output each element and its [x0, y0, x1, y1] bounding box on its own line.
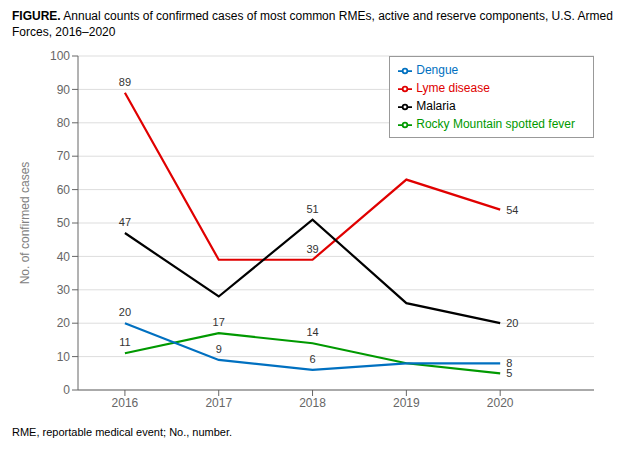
svg-text:100: 100 — [50, 49, 70, 63]
svg-text:90: 90 — [57, 83, 71, 97]
svg-text:2018: 2018 — [299, 396, 326, 410]
svg-text:No. of confirmed cases: No. of confirmed cases — [18, 162, 32, 285]
html-text:Dengue: Dengue — [416, 63, 459, 77]
svg-text:2020: 2020 — [487, 396, 514, 410]
svg-text:51: 51 — [306, 203, 318, 215]
svg-text:5: 5 — [506, 367, 513, 380]
svg-text:10: 10 — [57, 350, 71, 364]
svg-text:39: 39 — [306, 243, 318, 255]
svg-text:50: 50 — [57, 216, 71, 230]
html-text:RME, reportable medical event;: RME, reportable medical event; No., numb… — [12, 426, 233, 438]
svg-text:89: 89 — [119, 76, 131, 88]
svg-text:2019: 2019 — [393, 396, 420, 410]
svg-text:20: 20 — [119, 306, 131, 318]
html-text:FIGURE. Annual counts of confi: FIGURE. Annual counts of confirmed cases… — [12, 9, 613, 39]
html-text:Rocky Mountain spotted fever: Rocky Mountain spotted fever — [416, 117, 575, 131]
html-text:Malaria: Malaria — [416, 99, 456, 113]
svg-text:11: 11 — [119, 336, 130, 348]
html-text:Lyme disease: Lyme disease — [416, 81, 490, 95]
svg-text:9: 9 — [216, 343, 222, 355]
svg-text:20: 20 — [506, 317, 518, 329]
svg-text:30: 30 — [57, 283, 71, 297]
svg-text:0: 0 — [63, 383, 70, 397]
svg-text:2017: 2017 — [205, 396, 232, 410]
svg-text:8: 8 — [506, 357, 512, 369]
svg-text:40: 40 — [57, 250, 71, 264]
svg-text:80: 80 — [57, 116, 71, 130]
svg-text:60: 60 — [57, 183, 71, 197]
svg-text:20: 20 — [57, 316, 71, 330]
svg-text:17: 17 — [213, 316, 225, 328]
svg-text:2016: 2016 — [112, 396, 139, 410]
svg-text:70: 70 — [57, 149, 71, 163]
svg-text:14: 14 — [306, 326, 318, 338]
svg-text:47: 47 — [119, 216, 131, 228]
svg-text:6: 6 — [309, 353, 315, 365]
svg-text:54: 54 — [506, 204, 518, 216]
